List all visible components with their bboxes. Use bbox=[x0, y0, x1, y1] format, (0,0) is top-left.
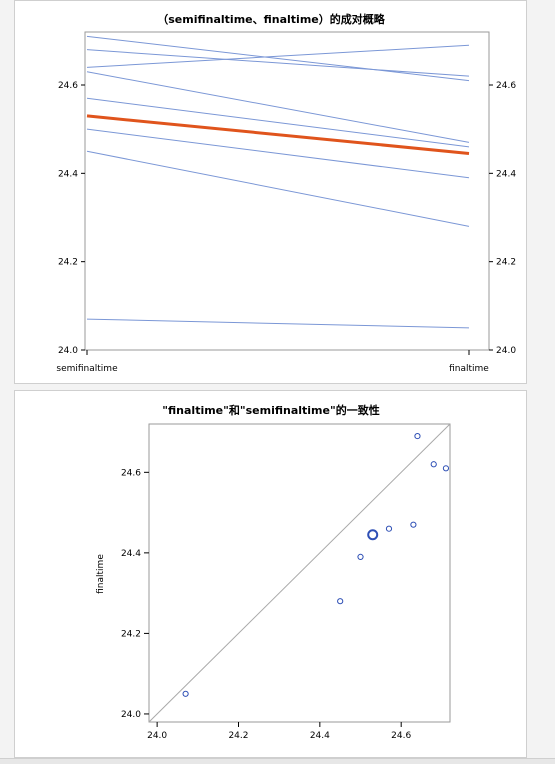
data-point-8 bbox=[442, 465, 450, 472]
bottom-scroll-edge bbox=[0, 758, 555, 764]
profile-line-6 bbox=[86, 128, 470, 179]
x-tick-label: 24.0 bbox=[147, 731, 167, 741]
profile-line-7 bbox=[86, 150, 470, 227]
x-tick-label: 24.2 bbox=[228, 731, 248, 741]
profile-line-5 bbox=[86, 97, 470, 148]
mean-point bbox=[367, 529, 379, 541]
data-point-7 bbox=[430, 461, 437, 468]
paired-profile-title: （semifinaltime、finaltime）的成对概略 bbox=[157, 12, 385, 26]
data-point-1 bbox=[182, 690, 189, 697]
identity-line bbox=[148, 423, 451, 723]
left-y-tick-label: 24.2 bbox=[58, 258, 78, 268]
profile-line-2 bbox=[86, 49, 470, 77]
x-category-label-finaltime: finaltime bbox=[449, 364, 489, 374]
paired-profile-plot-frame bbox=[84, 31, 490, 351]
data-point-6 bbox=[414, 432, 421, 440]
x-tick-label: 24.4 bbox=[310, 731, 330, 741]
data-point-3 bbox=[357, 553, 364, 560]
y-tick-label: 24.0 bbox=[121, 710, 141, 720]
agreement-scatter-chart: "finaltime"和"semifinaltime"的一致性 24.0 24.2… bbox=[96, 403, 451, 741]
right-y-tick-label: 24.4 bbox=[496, 169, 516, 179]
y-axis-label: finaltime bbox=[96, 554, 106, 594]
x-tick-label: 24.6 bbox=[391, 731, 411, 741]
profile-line-4 bbox=[86, 71, 470, 143]
left-y-tick-label: 24.0 bbox=[58, 346, 78, 356]
data-point-4 bbox=[385, 525, 393, 532]
mean-profile-line bbox=[86, 114, 470, 155]
data-point-2 bbox=[337, 598, 344, 605]
y-tick-label: 24.4 bbox=[121, 549, 141, 559]
profile-line-1 bbox=[86, 35, 470, 82]
agreement-plot-panel: "finaltime"和"semifinaltime"的一致性 24.0 24.2… bbox=[14, 390, 527, 758]
agreement-plot-title: "finaltime"和"semifinaltime"的一致性 bbox=[162, 403, 379, 417]
agreement-plot-frame bbox=[148, 423, 451, 723]
left-y-tick-label: 24.4 bbox=[58, 169, 78, 179]
y-tick-label: 24.2 bbox=[121, 629, 141, 639]
paired-profile-chart: （semifinaltime、finaltime）的成对概略 24.0 24.0 2… bbox=[56, 12, 516, 374]
profile-line-3 bbox=[86, 44, 470, 68]
right-y-tick-label: 24.0 bbox=[496, 346, 516, 356]
right-y-tick-label: 24.2 bbox=[496, 258, 516, 268]
left-y-tick-label: 24.6 bbox=[58, 81, 78, 91]
data-point-5 bbox=[410, 521, 417, 528]
paired-profile-panel: （semifinaltime、finaltime）的成对概略 24.0 24.0 2… bbox=[14, 0, 527, 384]
profile-line-8 bbox=[86, 318, 470, 329]
right-y-tick-label: 24.6 bbox=[496, 81, 516, 91]
x-category-label-semifinaltime: semifinaltime bbox=[56, 364, 118, 374]
y-tick-label: 24.6 bbox=[121, 468, 141, 478]
